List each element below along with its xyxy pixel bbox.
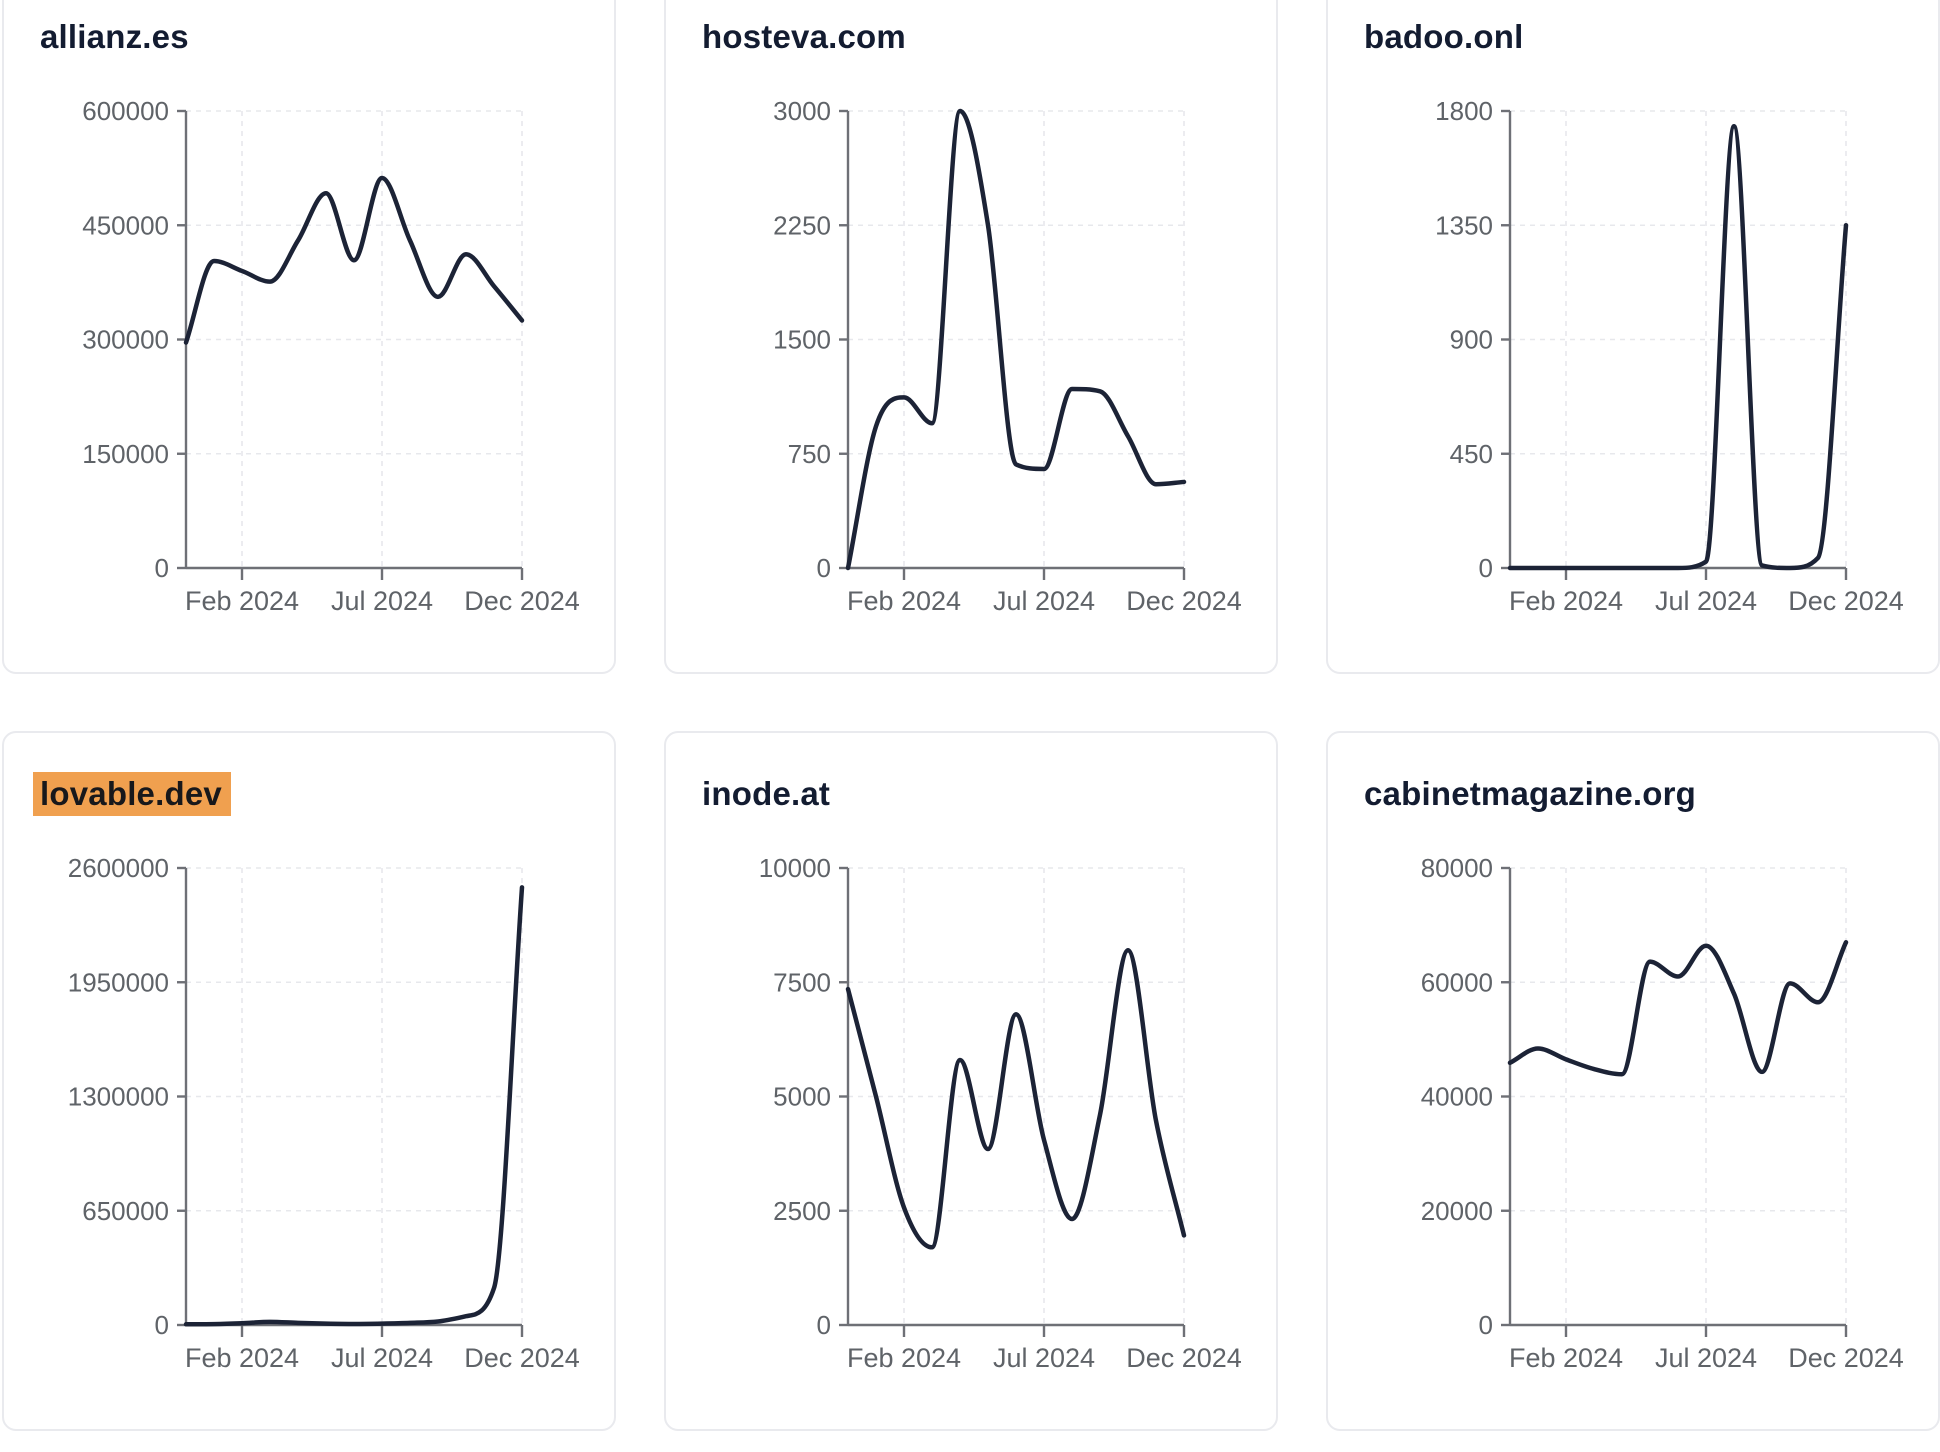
- svg-text:450000: 450000: [82, 210, 169, 240]
- domain-label: cabinetmagazine.org: [1364, 775, 1697, 812]
- chart-card-badoo-onl[interactable]: badoo.onl 0 450 900 1350 1800 Feb 2024 Jul 202…: [1326, 0, 1940, 674]
- svg-text:0: 0: [155, 1310, 169, 1340]
- chart-title: lovable.dev: [33, 772, 231, 816]
- svg-text:150000: 150000: [82, 439, 169, 469]
- svg-text:Dec 2024: Dec 2024: [1126, 586, 1242, 616]
- chart-card-allianz-es[interactable]: allianz.es 0 150000 300000 450000 600000 Feb …: [2, 0, 616, 674]
- svg-text:450: 450: [1450, 439, 1493, 469]
- highlighted-domain-label: lovable.dev: [33, 772, 231, 816]
- svg-text:2500: 2500: [773, 1196, 831, 1226]
- svg-text:900: 900: [1450, 325, 1493, 355]
- chart-card-hosteva-com[interactable]: hosteva.com 0 750 1500 2250 3000 Feb 2024 Jul …: [664, 0, 1278, 674]
- svg-text:1800: 1800: [1435, 96, 1493, 126]
- line-chart: 0 20000 40000 60000 80000 Feb 2024 Jul 2024 Dec…: [1421, 853, 1904, 1373]
- svg-text:0: 0: [817, 553, 831, 583]
- svg-text:Jul 2024: Jul 2024: [1655, 1343, 1757, 1373]
- chart-title: inode.at: [702, 775, 830, 813]
- svg-text:0: 0: [1479, 1310, 1493, 1340]
- line-chart: 0 2500 5000 7500 10000 Feb 2024 Jul 2024 Dec 20…: [759, 853, 1242, 1373]
- svg-text:300000: 300000: [82, 325, 169, 355]
- chart-card-lovable-dev[interactable]: lovable.dev 0 650000 1300000 1950000 2600000…: [2, 731, 616, 1431]
- domain-label: badoo.onl: [1364, 18, 1524, 55]
- chart-title: cabinetmagazine.org: [1364, 775, 1696, 813]
- svg-text:5000: 5000: [773, 1082, 831, 1112]
- svg-text:10000: 10000: [759, 853, 831, 883]
- svg-text:2600000: 2600000: [68, 853, 169, 883]
- svg-text:0: 0: [817, 1310, 831, 1340]
- svg-text:40000: 40000: [1421, 1082, 1493, 1112]
- svg-text:Jul 2024: Jul 2024: [331, 586, 433, 616]
- chart-card-inode-at[interactable]: inode.at 0 2500 5000 7500 10000 Feb 2024 Jul 2…: [664, 731, 1278, 1431]
- svg-text:Jul 2024: Jul 2024: [993, 586, 1095, 616]
- svg-text:1350: 1350: [1435, 210, 1493, 240]
- svg-text:Dec 2024: Dec 2024: [1126, 1343, 1242, 1373]
- svg-text:80000: 80000: [1421, 853, 1493, 883]
- line-chart: 0 450 900 1350 1800 Feb 2024 Jul 2024 Dec 2024: [1435, 96, 1904, 616]
- svg-text:600000: 600000: [82, 96, 169, 126]
- chart-title: allianz.es: [40, 18, 189, 56]
- svg-text:Jul 2024: Jul 2024: [331, 1343, 433, 1373]
- svg-text:Feb 2024: Feb 2024: [847, 1343, 961, 1373]
- line-chart: 0 150000 300000 450000 600000 Feb 2024 Jul 202…: [82, 96, 580, 616]
- domain-label: hosteva.com: [702, 18, 906, 55]
- svg-text:750: 750: [788, 439, 831, 469]
- chart-card-cabinetmagazine-org[interactable]: cabinetmagazine.org 0 20000 40000 60000 8000…: [1326, 731, 1940, 1431]
- domain-label: inode.at: [702, 775, 831, 812]
- svg-text:0: 0: [1479, 553, 1493, 583]
- svg-text:Dec 2024: Dec 2024: [464, 586, 580, 616]
- line-chart: 0 650000 1300000 1950000 2600000 Feb 2024 Jul …: [68, 853, 580, 1373]
- svg-text:Dec 2024: Dec 2024: [464, 1343, 580, 1373]
- svg-text:650000: 650000: [82, 1196, 169, 1226]
- svg-text:Feb 2024: Feb 2024: [1509, 586, 1623, 616]
- svg-text:1500: 1500: [773, 325, 831, 355]
- svg-text:Feb 2024: Feb 2024: [185, 1343, 299, 1373]
- svg-text:Dec 2024: Dec 2024: [1788, 1343, 1904, 1373]
- domain-label: allianz.es: [40, 18, 189, 55]
- svg-text:2250: 2250: [773, 210, 831, 240]
- svg-text:0: 0: [155, 553, 169, 583]
- svg-text:60000: 60000: [1421, 967, 1493, 997]
- svg-text:20000: 20000: [1421, 1196, 1493, 1226]
- svg-text:Feb 2024: Feb 2024: [1509, 1343, 1623, 1373]
- svg-text:1950000: 1950000: [68, 967, 169, 997]
- svg-text:Jul 2024: Jul 2024: [1655, 586, 1757, 616]
- line-chart: 0 750 1500 2250 3000 Feb 2024 Jul 2024 Dec 2024: [773, 96, 1242, 616]
- chart-title: hosteva.com: [702, 18, 906, 56]
- chart-title: badoo.onl: [1364, 18, 1523, 56]
- svg-text:Jul 2024: Jul 2024: [993, 1343, 1095, 1373]
- svg-text:Dec 2024: Dec 2024: [1788, 586, 1904, 616]
- svg-text:3000: 3000: [773, 96, 831, 126]
- svg-text:Feb 2024: Feb 2024: [185, 586, 299, 616]
- svg-text:1300000: 1300000: [68, 1082, 169, 1112]
- svg-text:7500: 7500: [773, 967, 831, 997]
- svg-text:Feb 2024: Feb 2024: [847, 586, 961, 616]
